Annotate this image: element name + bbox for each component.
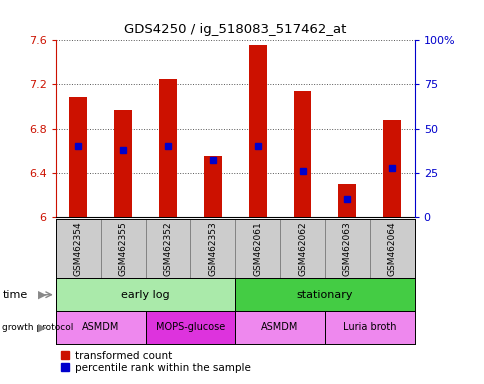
Bar: [382, 120, 400, 217]
Text: Luria broth: Luria broth: [342, 322, 396, 333]
Text: GSM462355: GSM462355: [118, 221, 127, 276]
Text: GSM462064: GSM462064: [387, 221, 396, 276]
Title: GDS4250 / ig_518083_517462_at: GDS4250 / ig_518083_517462_at: [124, 23, 346, 36]
Text: GSM462062: GSM462062: [297, 221, 306, 276]
Text: ASMDM: ASMDM: [82, 322, 119, 333]
Text: GSM462353: GSM462353: [208, 221, 217, 276]
Bar: [235, 311, 324, 344]
Bar: [69, 97, 87, 217]
Bar: [114, 110, 132, 217]
Text: GSM462354: GSM462354: [74, 221, 83, 276]
Bar: [248, 45, 266, 217]
Text: MOPS-glucose: MOPS-glucose: [155, 322, 225, 333]
Bar: [56, 311, 145, 344]
Text: GSM462061: GSM462061: [253, 221, 262, 276]
Bar: [159, 79, 177, 217]
Text: time: time: [2, 290, 28, 300]
Text: early log: early log: [121, 290, 169, 300]
Text: ▶: ▶: [38, 290, 47, 300]
Bar: [56, 278, 235, 311]
Bar: [324, 311, 414, 344]
Text: growth protocol: growth protocol: [2, 323, 74, 332]
Bar: [145, 311, 235, 344]
Bar: [203, 156, 221, 217]
Text: stationary: stationary: [296, 290, 352, 300]
Text: GSM462063: GSM462063: [342, 221, 351, 276]
Bar: [235, 278, 414, 311]
Text: GSM462352: GSM462352: [163, 221, 172, 276]
Bar: [338, 184, 356, 217]
Legend: transformed count, percentile rank within the sample: transformed count, percentile rank withi…: [61, 351, 250, 373]
Bar: [293, 91, 311, 217]
Text: ASMDM: ASMDM: [261, 322, 298, 333]
Text: ▶: ▶: [38, 322, 47, 333]
